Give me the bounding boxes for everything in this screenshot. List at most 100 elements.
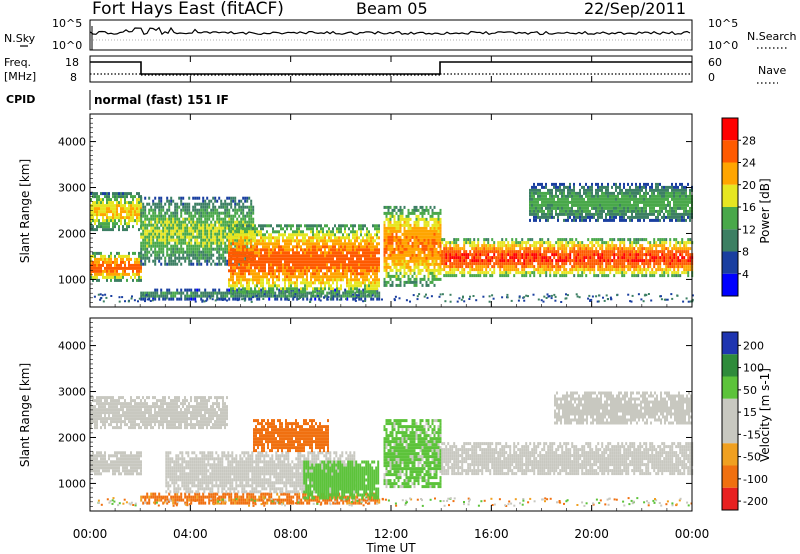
heatmap-cell [399, 220, 402, 224]
heatmap-cell [334, 269, 336, 273]
heatmap-cell [156, 294, 159, 298]
heatmap-cell [385, 247, 388, 251]
heatmap-cell [362, 263, 364, 267]
heatmap-cell [168, 208, 171, 212]
heatmap-cell [501, 271, 504, 275]
heatmap-cell [250, 224, 252, 228]
heatmap-cell [507, 247, 510, 251]
heatmap-cell [274, 263, 276, 267]
heatmap-cell [158, 235, 161, 239]
heatmap-cell [413, 205, 416, 209]
heatmap-cell [457, 262, 460, 266]
heatmap-cell [645, 238, 648, 242]
heatmap-cell [318, 263, 320, 267]
heatmap-cell [228, 196, 231, 200]
heatmap-cell [252, 208, 255, 212]
heatmap-cell [511, 268, 514, 272]
heatmap-cell [280, 233, 282, 237]
heatmap-cell [174, 208, 177, 212]
heatmap-cell [198, 214, 201, 218]
heatmap-cell [413, 232, 416, 236]
heatmap-cell [429, 205, 432, 209]
heatmap-cell [116, 198, 118, 202]
heatmap-cell [376, 224, 378, 228]
heatmap-cell [150, 244, 153, 248]
heatmap-cell [387, 229, 390, 233]
heatmap-cell [226, 220, 229, 224]
heatmap-cell [619, 238, 622, 242]
heatmap-cell [639, 244, 642, 248]
heatmap-cell [248, 238, 251, 242]
cpid-label: CPID [6, 93, 35, 106]
heatmap-cell [212, 217, 215, 221]
heatmap-cell [615, 259, 618, 263]
heatmap-cell [138, 195, 140, 199]
heatmap-cell [455, 274, 458, 278]
heatmap-cell [260, 269, 262, 273]
heatmap-cell [344, 291, 347, 295]
heatmap-cell [513, 262, 516, 266]
heatmap-cell [230, 251, 232, 255]
heatmap-cell [150, 226, 153, 230]
heatmap-cell [399, 259, 402, 263]
heatmap-cell [298, 294, 301, 298]
heatmap-cell [581, 274, 584, 278]
heatmap-cell [387, 271, 390, 275]
heatmap-cell [286, 254, 288, 258]
heatmap-cell [312, 236, 314, 240]
heatmap-cell [186, 297, 189, 301]
heatmap-cell [583, 247, 586, 251]
heatmap-cell [170, 294, 173, 298]
heatmap-cell [238, 290, 240, 294]
heatmap-cell [274, 239, 276, 243]
heatmap-cell [425, 223, 428, 227]
heatmap-cell [302, 263, 304, 267]
heatmap-cell [278, 245, 280, 249]
heatmap-cell [497, 262, 500, 266]
heatmap-cell [419, 217, 422, 221]
heatmap-cell [258, 294, 261, 298]
heatmap-cell [156, 226, 159, 230]
heatmap-cell [148, 220, 151, 224]
heatmap-cell [258, 230, 260, 234]
heatmap-cell [228, 227, 230, 231]
heatmap-cell [437, 238, 440, 242]
heatmap-cell [264, 242, 266, 246]
heatmap-cell [296, 236, 298, 240]
heatmap-cell [212, 253, 215, 257]
heatmap-cell [244, 278, 246, 282]
heatmap-cell [415, 253, 418, 257]
heatmap-cell [226, 247, 229, 251]
heatmap-cell [655, 244, 658, 248]
heatmap-cell [537, 253, 540, 257]
heatmap-cell [302, 297, 305, 301]
heatmap-cell [513, 241, 516, 245]
heatmap-cell [244, 256, 247, 260]
heatmap-cell [158, 241, 161, 245]
heatmap-cell [162, 220, 165, 224]
heatmap-cell [300, 290, 302, 294]
heatmap-cell [453, 262, 456, 266]
heatmap-cell [240, 199, 243, 203]
heatmap-cell [531, 250, 534, 254]
heatmap-cell [575, 259, 578, 263]
heatmap-cell [439, 241, 442, 245]
heatmap-cell [104, 210, 106, 214]
heatmap-cell [230, 272, 232, 276]
heatmap-cell [515, 244, 518, 248]
heatmap-cell [148, 211, 151, 215]
heatmap-cell [242, 260, 244, 264]
heatmap-cell [190, 294, 193, 298]
heatmap-cell [254, 233, 256, 237]
heatmap-cell [196, 211, 199, 215]
heatmap-cell [140, 247, 143, 251]
heatmap-cell [92, 266, 94, 270]
heatmap-cell [130, 207, 132, 211]
heatmap-cell [96, 210, 98, 214]
heatmap-cell [374, 294, 377, 298]
heatmap-cell [441, 256, 444, 260]
heatmap-cell [154, 250, 157, 254]
heatmap-cell [591, 247, 594, 251]
heatmap-cell [383, 211, 386, 215]
heatmap-cell [399, 229, 402, 233]
